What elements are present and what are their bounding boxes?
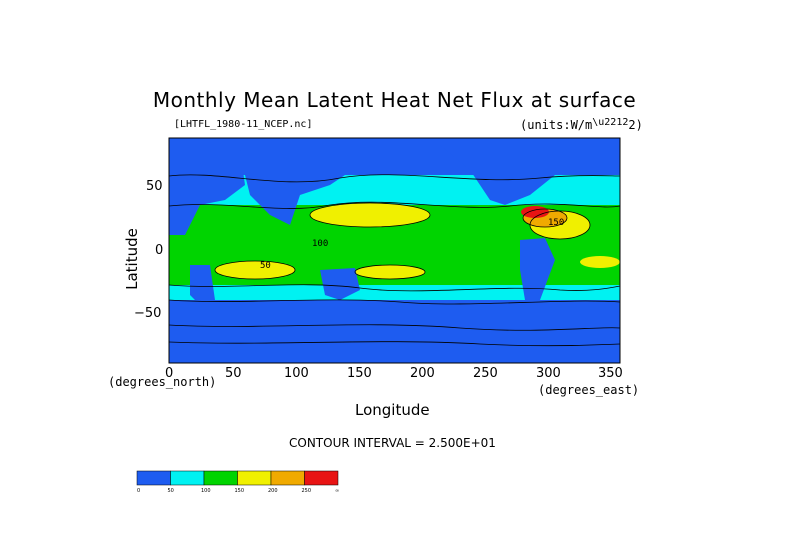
land-australia (320, 268, 360, 300)
colorbar-level-label: 0 (137, 488, 140, 494)
land-southern-africa (190, 265, 215, 305)
x-axis-label: Longitude (355, 401, 430, 419)
y-tick-minus50: −50 (134, 306, 162, 321)
heatmap-field (169, 138, 620, 363)
x-tick-350: 350 (598, 366, 623, 381)
colorbar-level-label: 250 (302, 488, 312, 494)
x-tick-50: 50 (225, 366, 242, 381)
colorbar-swatch (203, 470, 238, 486)
field-sio-yellow (215, 261, 295, 279)
y-tick-50: 50 (146, 179, 163, 194)
land-africa-eurasia-west (169, 150, 245, 235)
plot-frame (168, 137, 621, 364)
chart-title: Monthly Mean Latent Heat Net Flux at sur… (152, 88, 637, 112)
land-europe (570, 145, 620, 175)
y-axis-units: (degrees_north) (108, 375, 217, 389)
colorbar-swatch (136, 470, 171, 486)
field-npac-yellow (310, 203, 430, 227)
x-axis-units: (degrees_east) (538, 383, 640, 397)
colorbar-level-label: 200 (268, 488, 278, 494)
x-tick-300: 300 (536, 366, 561, 381)
colorbar-swatch (170, 470, 205, 486)
contour-interval-label: CONTOUR INTERVAL = 2.500E+01 (289, 436, 496, 450)
field-satl-yellow (580, 256, 620, 268)
x-tick-250: 250 (473, 366, 498, 381)
dataset-filename: [LHTFL_1980-11_NCEP.nc] (174, 119, 313, 130)
colorbar-swatch (304, 470, 339, 486)
land-north-america (440, 145, 560, 205)
units-label: (units:W/m\u22122) (520, 117, 643, 132)
land-asia (240, 145, 345, 225)
colorbar-level-label: 100 (201, 488, 211, 494)
contour-label-1: 100 (312, 239, 328, 249)
land-south-america (520, 238, 555, 320)
contour-label-2: 150 (548, 218, 564, 228)
y-tick-0: 0 (155, 243, 164, 258)
x-tick-150: 150 (347, 366, 372, 381)
colorbar-level-label: 50 (168, 488, 174, 494)
contour-lines (169, 174, 620, 347)
x-tick-200: 200 (410, 366, 435, 381)
x-tick-100: 100 (284, 366, 309, 381)
land-antarctica (169, 340, 620, 363)
x-tick-0: 0 (165, 366, 174, 381)
colorbar-swatch (270, 470, 305, 486)
field-spac-yellow (355, 265, 425, 279)
colorbar-swatch (237, 470, 272, 486)
colorbar-level-label: ∞ (335, 488, 339, 494)
colorbar-level-label: 150 (235, 488, 245, 494)
contour-label-3: 50 (260, 261, 271, 271)
